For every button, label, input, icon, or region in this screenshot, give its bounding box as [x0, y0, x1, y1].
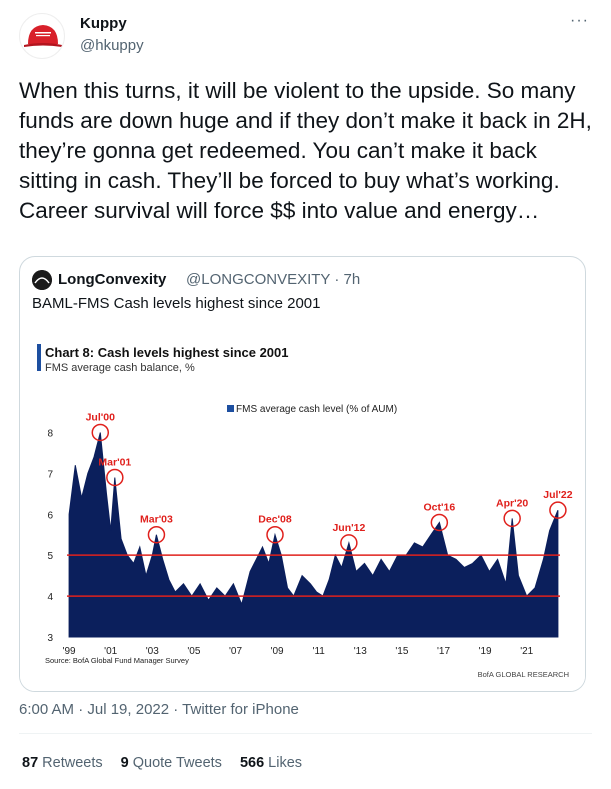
quoted-author-avatar	[32, 270, 52, 290]
x-tick-label: '17	[437, 646, 450, 657]
x-tick-label: '99	[63, 646, 76, 657]
retweets-count: 87	[22, 755, 39, 771]
x-tick-label: '13	[354, 646, 367, 657]
chart-legend: FMS average cash level (% of AUM)	[236, 404, 397, 415]
cash-level-series	[68, 432, 559, 638]
more-options-icon[interactable]: ···	[570, 12, 589, 29]
peak-marker	[266, 525, 284, 544]
quote-tweets-stat[interactable]: 9 Quote Tweets	[121, 755, 222, 771]
peak-label: Dec'08	[258, 514, 292, 526]
author-avatar[interactable]	[19, 13, 65, 59]
legend-swatch	[227, 405, 234, 412]
retweets-stat[interactable]: 87 Retweets	[22, 755, 103, 771]
x-tick-label: '07	[229, 646, 242, 657]
quoted-text: BAML-FMS Cash levels highest since 2001	[32, 295, 321, 312]
peak-marker	[147, 525, 166, 544]
author-handle[interactable]: @hkuppy	[80, 37, 144, 54]
peak-label: Apr'20	[496, 497, 528, 509]
chart-footer: BofA GLOBAL RESEARCH	[478, 670, 569, 679]
x-tick-label: '19	[479, 646, 492, 657]
quoted-author-name: LongConvexity	[58, 271, 167, 288]
likes-count: 566	[239, 755, 265, 771]
peak-marker	[549, 501, 567, 519]
likes-label: Likes	[268, 755, 303, 771]
peak-label: Oct'16	[424, 501, 456, 513]
author-name[interactable]: Kuppy	[80, 15, 127, 32]
cash-levels-chart: Chart 8: Cash levels highest since 2001 …	[37, 344, 573, 679]
peak-marker	[340, 534, 358, 552]
quoted-tweet[interactable]: LongConvexity @LONGCONVEXITY · 7h BAML-F…	[19, 256, 586, 692]
y-tick-label: 4	[47, 592, 53, 603]
peak-marker	[503, 509, 521, 528]
peak-marker	[430, 513, 449, 532]
chart-subtitle: FMS average cash balance, %	[45, 362, 195, 374]
x-tick-label: '03	[146, 646, 159, 657]
peak-label: Jul'22	[543, 489, 573, 501]
peak-label: Jun'12	[332, 522, 365, 534]
x-tick-label: '01	[104, 646, 117, 657]
likes-stat[interactable]: 566 Likes	[240, 755, 302, 771]
divider	[19, 733, 592, 734]
x-tick-label: '15	[395, 646, 408, 657]
y-tick-label: 8	[47, 428, 53, 439]
quote-count: 9	[120, 755, 129, 771]
longconvexity-logo-icon	[32, 270, 52, 290]
red-cap-icon	[24, 25, 62, 47]
chart-source: Source: BofA Global Fund Manager Survey	[45, 656, 189, 665]
peak-marker	[91, 423, 110, 442]
y-tick-label: 6	[47, 510, 53, 521]
y-tick-label: 5	[47, 551, 53, 562]
y-tick-label: 3	[47, 633, 53, 644]
quote-label: Quote Tweets	[132, 755, 222, 771]
tweet-text: When this turns, it will be violent to t…	[19, 78, 592, 223]
x-tick-label: '11	[313, 646, 326, 657]
chart-image[interactable]: Chart 8: Cash levels highest since 2001 …	[20, 327, 585, 691]
quoted-author-handle: @LONGCONVEXITY · 7h	[186, 271, 361, 288]
retweets-label: Retweets	[42, 755, 103, 771]
peak-marker	[106, 468, 124, 487]
x-tick-label: '05	[187, 646, 200, 657]
tweet-timestamp[interactable]: 6:00 AM · Jul 19, 2022 · Twitter for iPh…	[19, 701, 299, 718]
chart-title-accent	[37, 344, 41, 371]
tweet-stats: 87 Retweets 9 Quote Tweets 566 Likes	[22, 755, 302, 771]
y-tick-label: 7	[47, 469, 53, 480]
peak-label: Jul'00	[86, 411, 116, 423]
x-tick-label: '21	[520, 646, 533, 657]
peak-label: Mar'01	[98, 456, 131, 468]
x-tick-label: '09	[271, 646, 284, 657]
chart-title: Chart 8: Cash levels highest since 2001	[45, 345, 289, 360]
peak-label: Mar'03	[140, 514, 173, 526]
